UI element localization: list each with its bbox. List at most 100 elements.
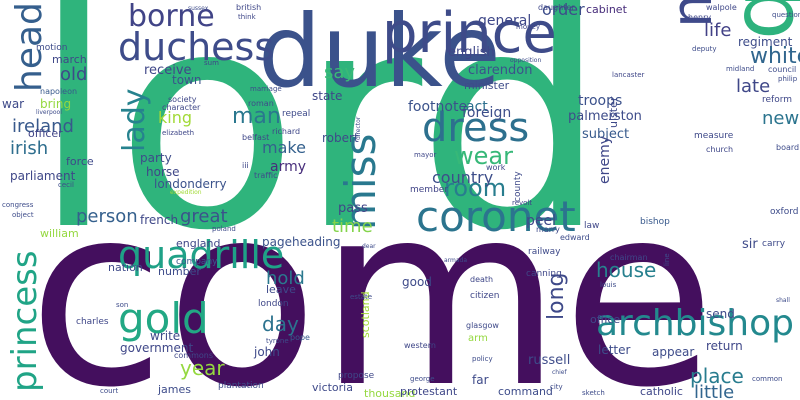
word: george xyxy=(410,375,435,383)
word: nation xyxy=(108,261,143,274)
word: room xyxy=(444,174,507,202)
word: county xyxy=(513,171,523,202)
word: robert xyxy=(322,131,359,145)
word: duke xyxy=(258,0,501,110)
word: iii xyxy=(242,161,249,170)
word: belfast xyxy=(242,133,270,142)
word: question xyxy=(772,11,800,19)
word: little xyxy=(694,382,735,400)
word: letter xyxy=(598,343,631,357)
word: court xyxy=(100,387,119,395)
word: ulster xyxy=(607,96,620,128)
word: common xyxy=(752,375,783,383)
word: dress xyxy=(422,105,530,151)
word: palmerston xyxy=(568,109,642,124)
word: command xyxy=(498,385,553,398)
word: walpole xyxy=(706,3,737,12)
word: borne xyxy=(128,0,215,34)
word: pageheading xyxy=(262,235,341,249)
word: general xyxy=(478,13,532,29)
word: officer xyxy=(28,127,63,140)
word: horse xyxy=(146,165,180,179)
word: army xyxy=(270,159,307,175)
word: archbishop xyxy=(596,303,794,344)
word: reform xyxy=(762,95,793,105)
word: work xyxy=(486,163,506,172)
word: londonderry xyxy=(154,177,227,191)
word: prince xyxy=(382,1,557,66)
word: propose xyxy=(338,371,375,381)
word: edward xyxy=(560,233,590,242)
word: chief xyxy=(552,369,567,376)
word: bishop xyxy=(640,217,670,227)
word: roman xyxy=(248,99,274,108)
word: return xyxy=(706,339,743,353)
word: british xyxy=(236,3,262,12)
word: church xyxy=(706,145,734,154)
word: liverpool xyxy=(36,109,62,116)
word: protestant xyxy=(400,385,458,398)
word: chairman xyxy=(610,253,648,262)
word: far xyxy=(472,373,489,387)
word: napoleon xyxy=(40,87,78,96)
word: french xyxy=(140,213,179,227)
word: clarendon xyxy=(468,63,533,78)
word: great xyxy=(180,206,228,227)
word: say xyxy=(324,62,356,83)
word: law xyxy=(584,221,600,231)
word: sketch xyxy=(582,389,605,397)
word: board xyxy=(776,143,800,152)
word: tyrone xyxy=(266,337,289,345)
word: object xyxy=(12,211,34,219)
word: parliament xyxy=(10,169,76,183)
word: irish xyxy=(10,138,49,159)
word: death xyxy=(470,275,494,284)
word: march xyxy=(52,53,87,66)
word: commons xyxy=(174,351,214,360)
word: hold xyxy=(266,268,305,289)
word: money xyxy=(516,23,540,31)
word: troops xyxy=(578,93,623,109)
word: foreign xyxy=(462,105,512,121)
word: western xyxy=(404,341,436,350)
word: council xyxy=(768,65,797,74)
word: daughter xyxy=(538,3,575,12)
word: richard xyxy=(272,127,301,136)
word: henry xyxy=(688,13,712,22)
word: line xyxy=(663,253,671,266)
word: quadrille xyxy=(118,233,285,277)
word: english xyxy=(448,45,495,60)
word: philip xyxy=(778,75,798,83)
word: director xyxy=(355,116,362,140)
word: regiment xyxy=(738,35,793,49)
word: coronet xyxy=(416,192,576,241)
word: character xyxy=(162,103,201,112)
word: man xyxy=(232,104,281,129)
word: footnote xyxy=(408,99,468,115)
word: son xyxy=(116,301,129,309)
word: traffic xyxy=(254,171,278,180)
word: sir xyxy=(742,237,758,252)
word: railway xyxy=(528,247,561,257)
word: late xyxy=(736,76,771,97)
word: enemy xyxy=(597,135,613,184)
word: midland xyxy=(726,65,755,73)
word: sussex xyxy=(188,5,209,12)
word: ireland xyxy=(12,116,74,137)
word: plantation xyxy=(218,381,264,391)
word: minister xyxy=(464,79,510,92)
word: receive xyxy=(144,63,192,78)
word: white xyxy=(750,44,800,69)
word: bring xyxy=(40,97,72,111)
word: marriage xyxy=(250,85,282,93)
word: cecil xyxy=(58,181,74,189)
word: long xyxy=(544,272,569,320)
word: town xyxy=(172,73,202,87)
word: motion xyxy=(36,43,68,53)
word: force xyxy=(66,155,94,168)
word: good xyxy=(402,275,432,289)
word: russell xyxy=(528,353,571,368)
word: measure xyxy=(694,131,734,141)
word: mayor xyxy=(414,151,437,159)
